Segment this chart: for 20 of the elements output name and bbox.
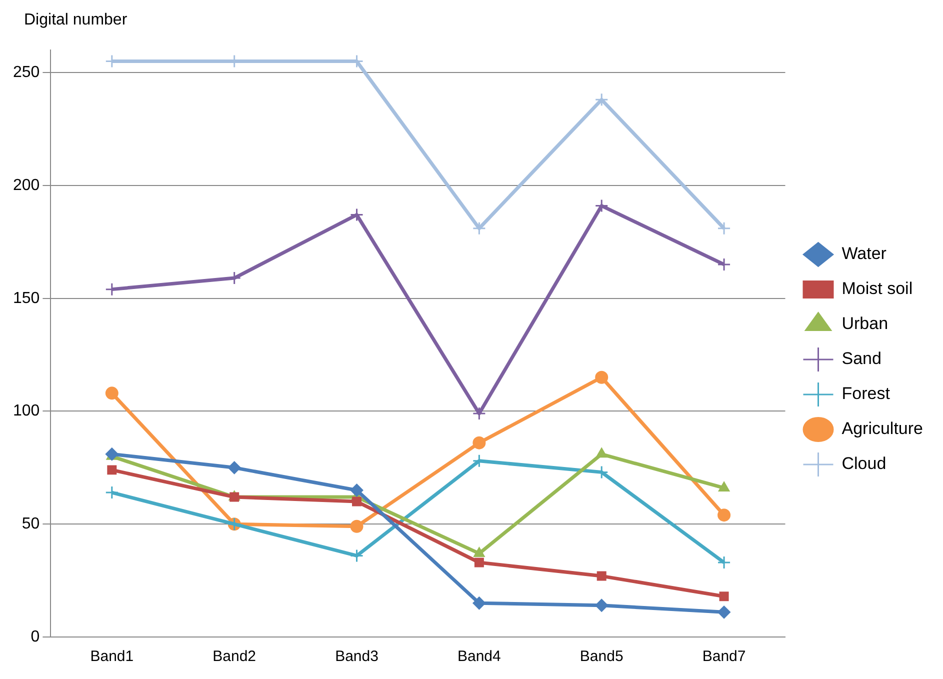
x-tick-label: Band3 bbox=[335, 648, 378, 666]
legend-label: Cloud bbox=[842, 454, 886, 474]
y-tick-label: 200 bbox=[12, 176, 40, 194]
legend-label: Forest bbox=[842, 384, 890, 404]
x-tick-label: Band2 bbox=[212, 648, 256, 666]
y-axis-title: Digital number bbox=[24, 11, 128, 28]
y-tick-label: 150 bbox=[12, 290, 40, 307]
x-tick-label: Band4 bbox=[457, 648, 501, 666]
legend-label: Sand bbox=[842, 349, 882, 368]
y-tick-label: 100 bbox=[12, 402, 40, 420]
legend-label: Moist soil bbox=[842, 279, 913, 298]
x-tick-label: Band7 bbox=[702, 648, 746, 666]
y-tick-label: 250 bbox=[12, 64, 40, 81]
x-tick-label: Band1 bbox=[90, 648, 134, 666]
y-tick-label: 0 bbox=[30, 628, 40, 646]
legend-label: Agriculture bbox=[842, 419, 924, 438]
y-tick-label: 50 bbox=[22, 516, 40, 533]
legend-label: Urban bbox=[842, 314, 888, 334]
legend-label: Water bbox=[842, 244, 887, 264]
x-tick-label: Band5 bbox=[580, 648, 624, 666]
